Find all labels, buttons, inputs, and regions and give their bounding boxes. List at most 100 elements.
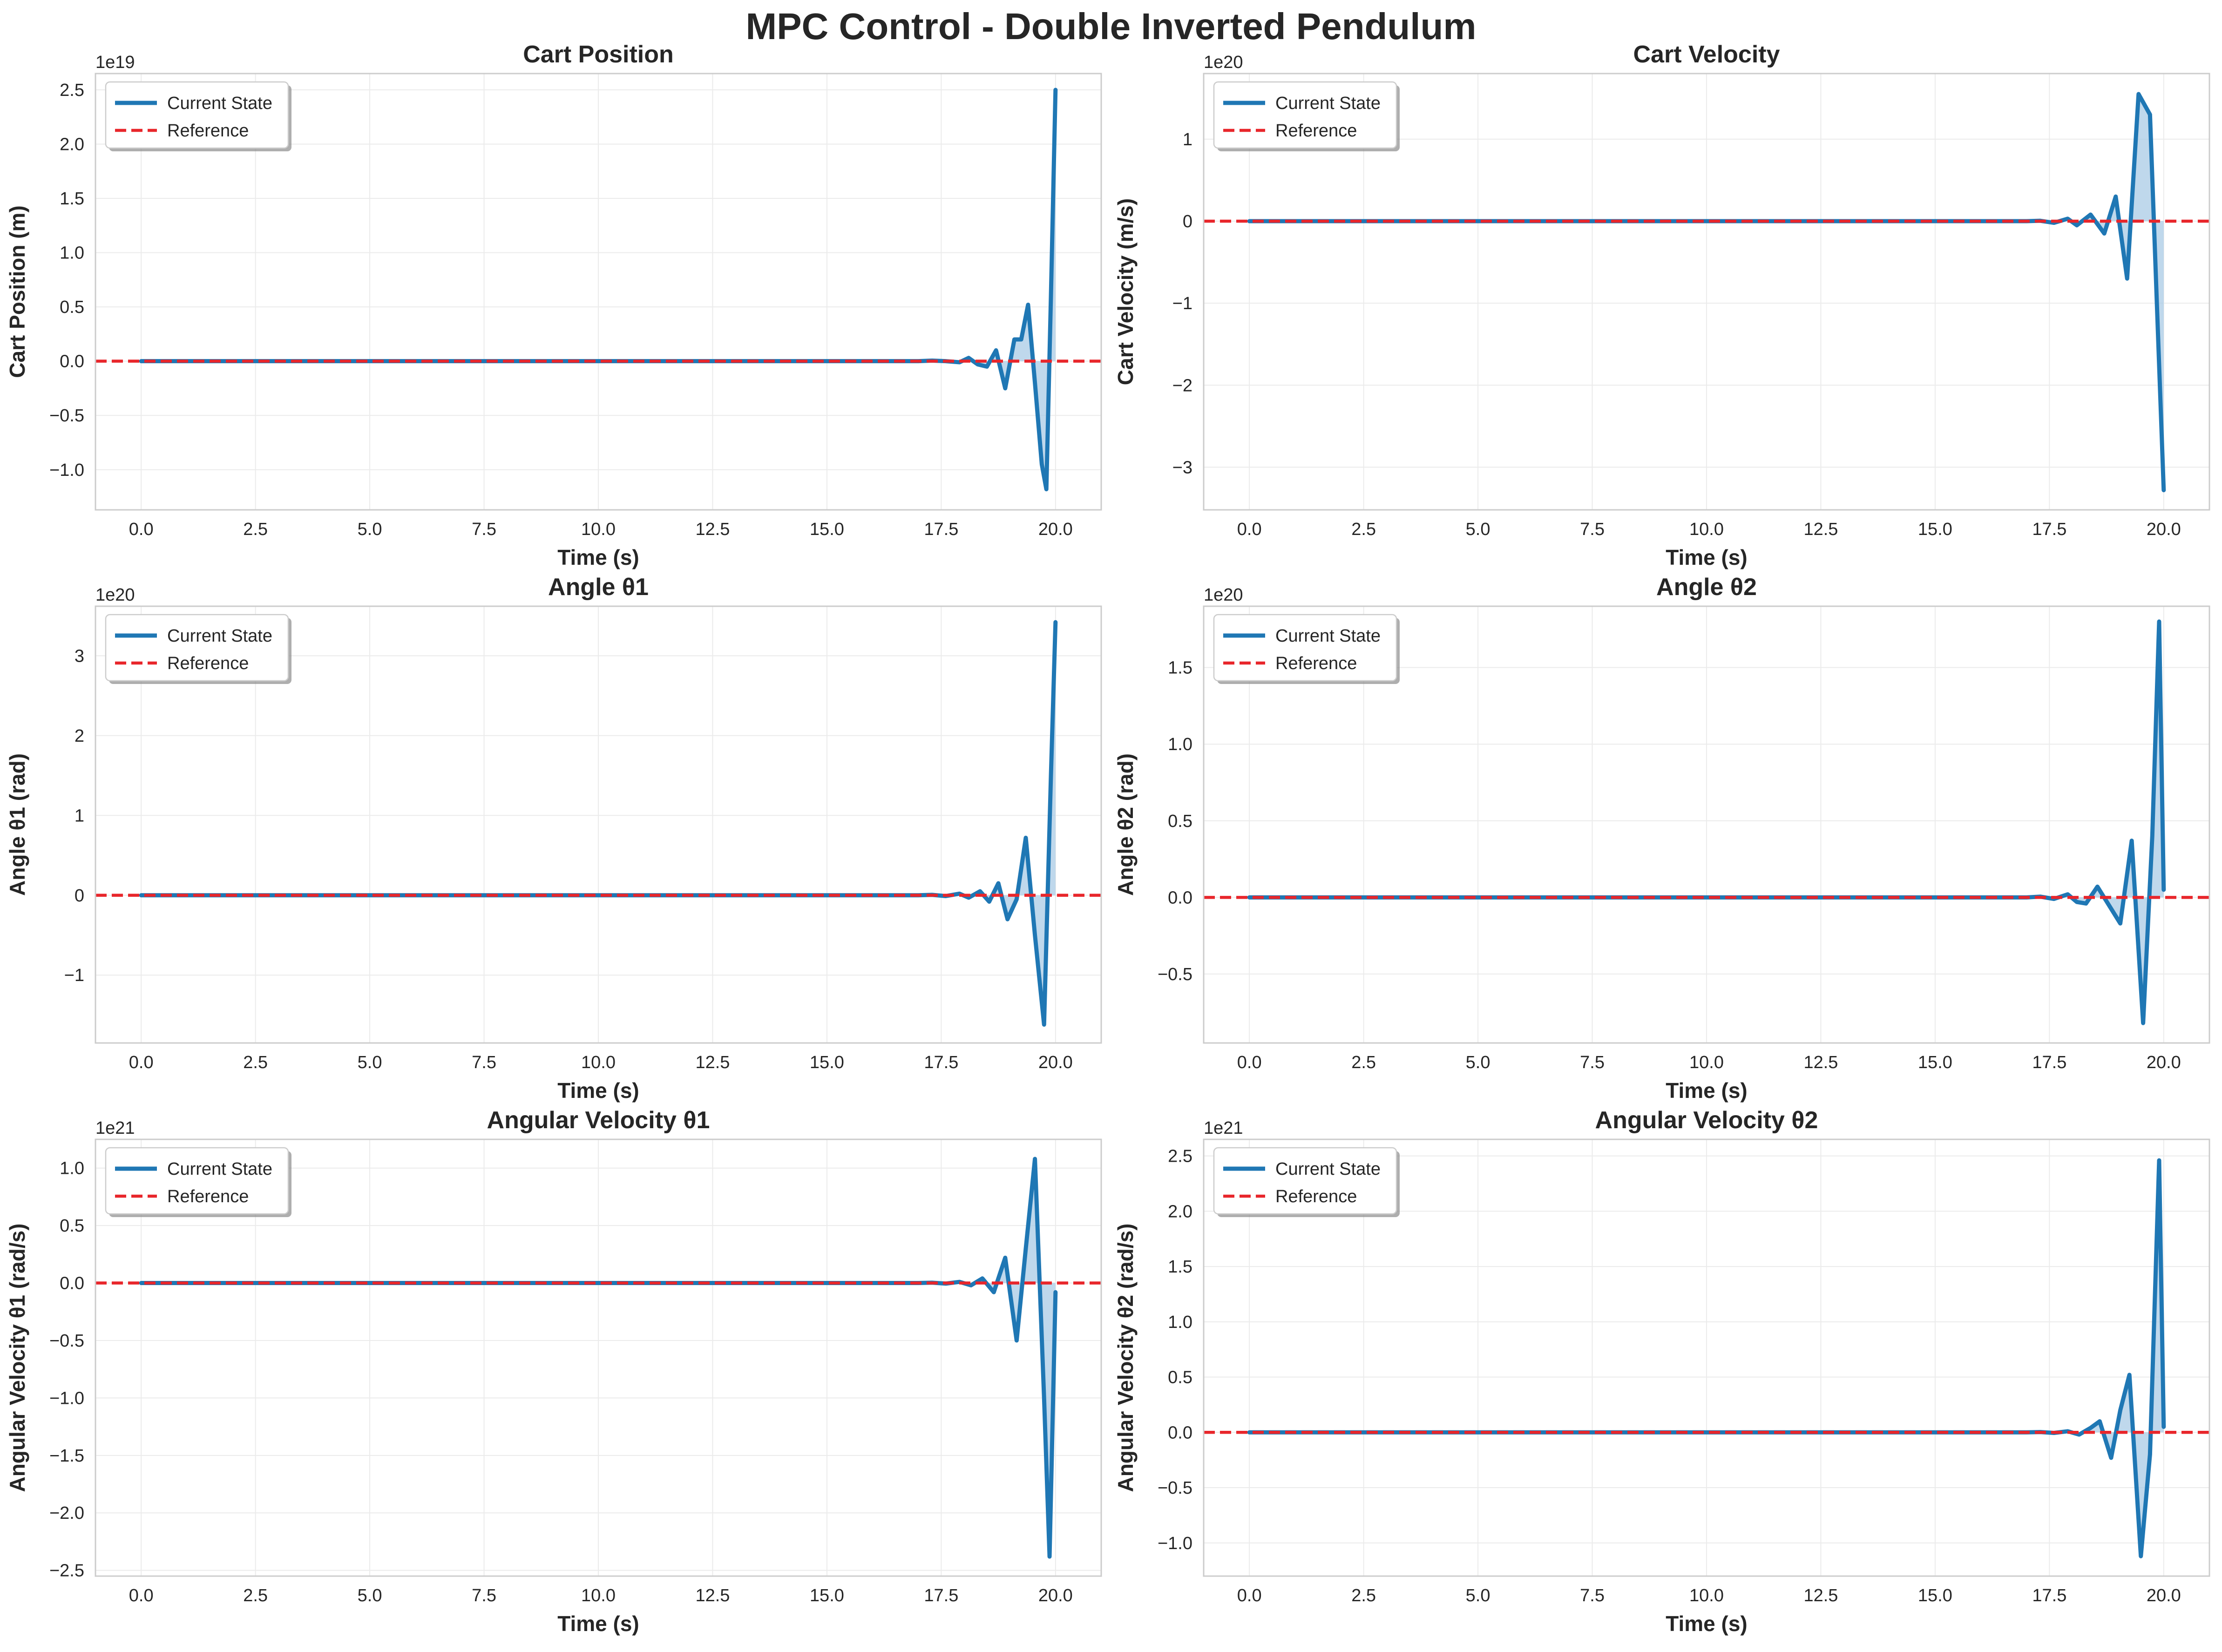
y-tick-label: 0 [75,886,84,906]
y-axis-label: Cart Position (m) [5,205,29,378]
y-axis-label: Angular Velocity θ2 (rad/s) [1113,1223,1138,1492]
y-tick-label: 2.5 [1168,1147,1192,1166]
x-tick-label: 7.5 [1580,1053,1605,1072]
legend-reference-label: Reference [167,1187,249,1206]
x-tick-label: 12.5 [695,1053,730,1072]
y-offset-label: 1e21 [1204,1118,1243,1138]
x-tick-label: 10.0 [581,1053,616,1072]
x-tick-label: 0.0 [1237,520,1262,539]
legend: Current State Reference [1213,81,1400,151]
x-tick-label: 2.5 [243,520,268,539]
axes-frame [1203,605,2210,1044]
x-tick-label: 5.0 [358,520,382,539]
chart-panel: 0.0 2.5 5.0 7.5 10.0 12.5 15.0 17.5 20.0 −0.5 0.0 0… [1113,574,2210,1103]
x-tick-label: 15.0 [1918,520,1952,539]
panel-title: Cart Velocity [1633,41,1780,68]
x-tick-label: 2.5 [1351,1053,1376,1072]
legend-current-state-label: Current State [167,94,272,113]
x-tick-label: 10.0 [581,520,616,539]
x-tick-label: 2.5 [1351,1586,1376,1605]
x-tick-label: 17.5 [924,1586,958,1605]
x-tick-label: 5.0 [1466,1053,1490,1072]
y-tick-label: −0.5 [49,406,84,426]
y-axis-label: Cart Velocity (m/s) [1113,198,1138,385]
y-offset-label: 1e21 [95,1118,135,1138]
y-tick-label: −0.5 [1158,965,1192,984]
axes-frame [95,1138,1102,1577]
x-tick-label: 12.5 [1803,520,1838,539]
chart-panel: 0.0 2.5 5.0 7.5 10.0 12.5 15.0 17.5 20.0 −2.5 −2.0… [5,1107,1102,1636]
panel-title: Angle θ2 [1656,574,1757,601]
x-tick-label: 12.5 [1803,1053,1838,1072]
legend-current-state-label: Current State [1275,626,1381,646]
x-tick-label: 5.0 [358,1586,382,1605]
x-tick-label: 20.0 [1038,1586,1073,1605]
legend-reference-label: Reference [1275,121,1357,141]
x-tick-label: 15.0 [810,520,844,539]
x-tick-label: 5.0 [1466,520,1490,539]
x-axis-label: Time (s) [1666,1078,1748,1103]
x-tick-label: 12.5 [695,1586,730,1605]
x-tick-label: 7.5 [472,1053,496,1072]
chart-panel: 0.0 2.5 5.0 7.5 10.0 12.5 15.0 17.5 20.0 −1 0 1 2 3 An… [5,574,1102,1103]
y-tick-label: 1.0 [60,1159,84,1178]
y-tick-label: 0.0 [60,1274,84,1293]
axes-frame [1203,1138,2210,1577]
x-tick-label: 7.5 [472,1586,496,1605]
x-tick-label: 7.5 [1580,520,1605,539]
x-tick-label: 20.0 [2147,520,2181,539]
y-tick-label: −1.0 [49,460,84,480]
figure-suptitle: MPC Control - Double Inverted Pendulum [746,6,1477,47]
y-tick-label: 2.5 [60,81,84,100]
x-tick-label: 7.5 [472,520,496,539]
y-tick-label: 0.5 [60,1216,84,1236]
x-tick-label: 17.5 [924,1053,958,1072]
chart-panel: 0.0 2.5 5.0 7.5 10.0 12.5 15.0 17.5 20.0 −3 −2 −1 0 1… [1113,41,2210,569]
y-axis-label: Angle θ1 (rad) [5,753,29,896]
y-tick-label: −2.0 [49,1503,84,1523]
x-tick-label: 2.5 [243,1053,268,1072]
legend: Current State Reference [105,81,291,151]
x-tick-label: 17.5 [924,520,958,539]
x-tick-label: 0.0 [129,520,154,539]
y-tick-label: −2.5 [49,1561,84,1581]
panel-title: Cart Position [523,41,674,68]
y-offset-label: 1e19 [95,53,135,72]
x-tick-label: 10.0 [1689,520,1724,539]
y-tick-label: 0.5 [60,298,84,317]
y-tick-label: 3 [75,646,84,666]
y-offset-label: 1e20 [1204,53,1243,72]
x-tick-label: 17.5 [2032,520,2066,539]
x-tick-label: 0.0 [129,1586,154,1605]
y-tick-label: 2.0 [1168,1202,1192,1221]
x-tick-label: 0.0 [1237,1586,1262,1605]
legend: Current State Reference [105,614,291,684]
y-axis-label: Angle θ2 (rad) [1113,753,1138,896]
x-tick-label: 7.5 [1580,1586,1605,1605]
legend-reference-label: Reference [1275,1187,1357,1206]
x-axis-label: Time (s) [557,545,639,569]
y-tick-label: −1.0 [1158,1534,1192,1553]
x-tick-label: 2.5 [243,1586,268,1605]
x-tick-label: 5.0 [1466,1586,1490,1605]
y-tick-label: 0.5 [1168,1368,1192,1388]
x-tick-label: 12.5 [1803,1586,1838,1605]
y-tick-label: −1 [64,966,84,985]
y-tick-label: 0.0 [1168,1423,1192,1442]
x-tick-label: 12.5 [695,520,730,539]
x-tick-label: 0.0 [129,1053,154,1072]
chart-panel: 0.0 2.5 5.0 7.5 10.0 12.5 15.0 17.5 20.0 −1.0 −0.5… [5,41,1102,569]
y-axis-label: Angular Velocity θ1 (rad/s) [5,1223,29,1492]
x-tick-label: 15.0 [1918,1053,1952,1072]
axes-frame [95,73,1102,511]
legend-reference-label: Reference [167,121,249,141]
y-tick-label: 1 [75,806,84,826]
x-tick-label: 17.5 [2032,1586,2066,1605]
x-tick-label: 0.0 [1237,1053,1262,1072]
legend: Current State Reference [1213,614,1400,684]
legend-current-state-label: Current State [1275,94,1381,113]
current-state-line [139,620,1058,1027]
x-tick-label: 15.0 [810,1586,844,1605]
y-tick-label: −0.5 [49,1331,84,1351]
panel-title: Angular Velocity θ1 [487,1107,710,1134]
